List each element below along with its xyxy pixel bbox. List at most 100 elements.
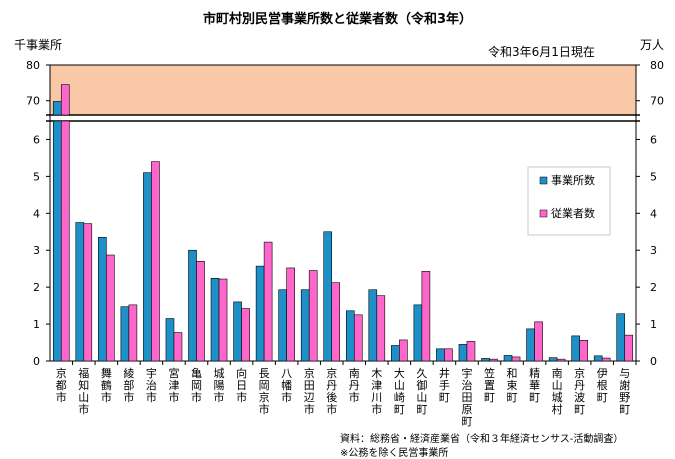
- bar-upper-establishments: [52, 101, 62, 116]
- x-tick-label: 向: [236, 366, 247, 380]
- bar-establishments: [52, 120, 62, 362]
- axis-break-gap: [48, 115, 638, 121]
- bar-establishments: [233, 301, 242, 362]
- x-tick-label: 幡: [281, 378, 292, 392]
- y-tick-label-left: 4: [33, 207, 40, 220]
- y-tick-label-left: 6: [33, 133, 40, 146]
- x-tick-label: 伊: [597, 367, 608, 380]
- bar-establishments: [481, 358, 490, 362]
- x-tick-label: 丹: [349, 379, 360, 392]
- x-tick-label: 京: [304, 366, 315, 380]
- bar-establishments: [255, 265, 265, 362]
- bar-establishments: [98, 237, 107, 362]
- x-tick-label: 村: [552, 402, 563, 416]
- x-tick-label: 町: [507, 391, 518, 404]
- bar-establishments: [165, 318, 175, 362]
- bar-establishments: [300, 289, 310, 362]
- bar-employees: [534, 321, 543, 362]
- x-tick-label: 長: [259, 367, 270, 380]
- x-tick-label: 津: [168, 379, 179, 392]
- x-tick-label: 治: [461, 378, 472, 392]
- bar-employees: [556, 358, 566, 362]
- y-tick-label-right: 1: [650, 318, 657, 331]
- y-tick-label-right: 3: [650, 244, 657, 257]
- x-tick-label: 部: [123, 378, 134, 392]
- bar-employees: [444, 348, 453, 362]
- x-tick-label: 木: [371, 367, 382, 380]
- x-tick-label: 町: [529, 391, 540, 404]
- bar-employees: [466, 341, 476, 362]
- x-tick-label: 市: [214, 390, 225, 404]
- x-tick-label: 市: [259, 402, 270, 416]
- x-tick-label: 市: [123, 390, 134, 404]
- x-tick-label: 町: [416, 403, 427, 416]
- x-tick-label: 京: [574, 366, 585, 380]
- bar-establishments: [503, 355, 513, 362]
- legend-swatch: [539, 176, 548, 185]
- x-tick-label: 後: [326, 390, 337, 404]
- bar-employees: [218, 278, 228, 362]
- bar-establishments: [120, 306, 130, 362]
- bar-establishments: [593, 355, 603, 362]
- x-tick-label: 井: [439, 366, 450, 380]
- x-tick-label: 都: [56, 379, 67, 392]
- bar-establishments: [413, 304, 423, 362]
- x-tick-label: 市: [304, 402, 315, 416]
- bar-employees: [624, 334, 634, 362]
- x-tick-label: 綾: [123, 367, 134, 380]
- x-tick-label: 町: [574, 403, 585, 416]
- x-tick-label: 町: [484, 391, 495, 404]
- bar-establishments: [571, 335, 580, 362]
- footnote: ※公務を除く民営事業所: [340, 448, 449, 459]
- x-tick-label: 崎: [394, 390, 405, 404]
- upper-axis-band: [50, 65, 636, 115]
- x-tick-label: 町: [394, 403, 405, 416]
- x-tick-label: 波: [574, 391, 585, 404]
- x-tick-label: 京: [259, 390, 270, 404]
- x-tick-label: 市: [371, 402, 382, 416]
- bar-employees: [128, 304, 138, 362]
- y-tick-label-right: 5: [650, 170, 657, 183]
- x-tick-label: 町: [619, 403, 630, 416]
- bar-establishments: [526, 328, 535, 362]
- x-tick-label: 福: [78, 366, 89, 380]
- x-tick-label: 町: [461, 415, 472, 428]
- x-tick-label: 笠: [484, 366, 495, 380]
- bar-employees: [601, 357, 611, 362]
- x-tick-label: 丹: [326, 379, 337, 392]
- x-tick-label: 華: [529, 379, 540, 392]
- x-tick-label: 京: [326, 366, 337, 380]
- x-tick-label: 市: [101, 390, 112, 404]
- x-tick-label: 謝: [619, 378, 630, 392]
- x-tick-label: 原: [461, 403, 472, 416]
- bar-establishments: [368, 289, 378, 362]
- x-tick-label: 町: [439, 391, 450, 404]
- x-tick-label: 大: [394, 366, 405, 380]
- lower-plot-background: [50, 121, 636, 361]
- x-tick-label: 岡: [259, 379, 270, 392]
- x-tick-label: 久: [416, 367, 427, 380]
- bar-establishments: [210, 277, 220, 362]
- bar-establishments: [548, 357, 558, 362]
- x-tick-label: 南: [349, 367, 360, 380]
- y-tick-label-left-upper: 80: [26, 59, 40, 72]
- bar-establishments: [391, 345, 400, 362]
- x-tick-label: 山: [552, 379, 563, 392]
- bar-employees: [83, 223, 93, 362]
- x-tick-label: 京: [56, 366, 67, 380]
- y-tick-label-left: 5: [33, 170, 40, 183]
- x-tick-label: 岡: [191, 379, 202, 392]
- x-tick-label: 城: [552, 391, 563, 404]
- bar-employees: [511, 356, 521, 362]
- source-note: 資料：総務省・経済産業省（令和３年経済センサス-活動調査）: [340, 434, 624, 445]
- x-tick-label: 津: [371, 379, 382, 392]
- x-tick-label: 山: [394, 379, 405, 392]
- x-tick-label: 宇: [461, 367, 472, 380]
- x-tick-label: 束: [507, 379, 518, 392]
- x-tick-label: 日: [236, 379, 247, 392]
- bar-employees: [308, 270, 318, 362]
- bar-employees: [173, 332, 183, 362]
- y-tick-label-left-upper: 70: [26, 95, 40, 108]
- y-tick-label-right: 0: [650, 355, 657, 368]
- bar-establishments: [278, 289, 287, 362]
